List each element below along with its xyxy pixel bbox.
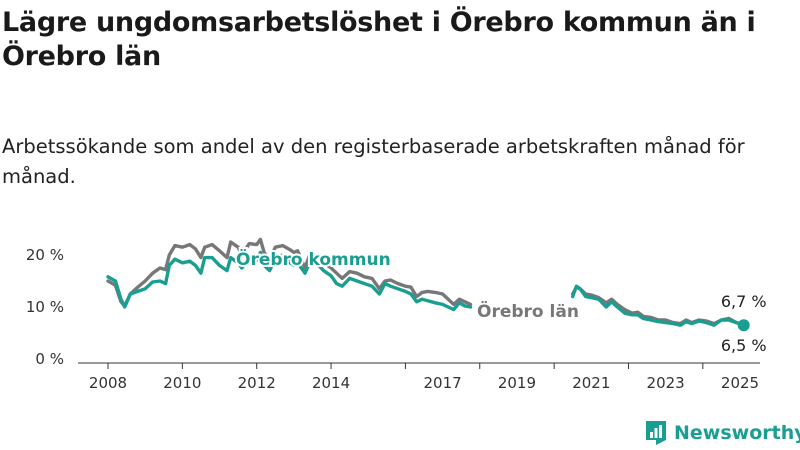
x-tick-label: 2023 [647,374,685,392]
brand-logo: Newsworthy [644,418,800,448]
end-point-marker [737,319,750,332]
series-line-orebro-lan [571,285,746,326]
series-line-orebro-lan [106,237,473,308]
page-title: Lägre ungdomsarbetslöshet i Örebro kommu… [2,7,756,72]
y-tick-label: 10 % [26,298,64,316]
x-tick-label: 2012 [238,374,276,392]
end-label-orebro-lan: 6,7 % [721,292,767,311]
bar-chart-document-icon [646,421,666,445]
x-tick-label: 2021 [572,374,610,392]
end-label-orebro-kommun: 6,5 % [721,336,767,355]
x-tick-label: 2010 [163,374,201,392]
brand-name: Newsworthy [674,422,800,444]
y-tick-label: 20 % [26,246,64,264]
line-chart: 0 % 10 % 20 % 2008 2010 2012 2014 2017 2019 2021… [26,237,767,392]
x-axis: 2008 2010 2012 2014 2017 2019 2021 2023 2025 [78,362,760,392]
x-tick-label: 2025 [721,374,759,392]
series-lines [106,237,746,327]
y-axis: 0 % 10 % 20 % [26,246,64,368]
series-label-orebro-lan: Örebro län [477,300,579,322]
series-line-orebro-kommun [571,284,746,327]
x-tick-label: 2017 [423,374,461,392]
x-tick-label: 2008 [89,374,127,392]
x-tick-label: 2014 [312,374,350,392]
x-tick-label: 2019 [498,374,536,392]
page-subtitle: Arbetssökande som andel av den registerb… [2,135,745,188]
series-line-orebro-kommun [106,250,473,312]
y-tick-label: 0 % [35,350,64,368]
series-label-orebro-kommun: Örebro kommun [236,248,391,270]
